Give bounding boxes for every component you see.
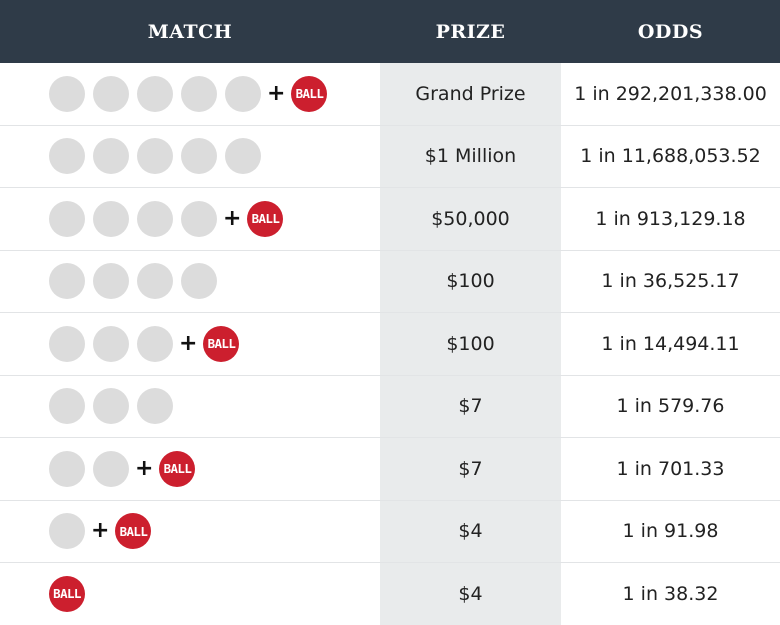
white-ball-icon <box>49 325 85 362</box>
white-ball-icon <box>49 513 85 550</box>
bonus-ball-icon: BALL <box>49 575 85 612</box>
white-ball-icon <box>49 263 85 300</box>
match-cell: + BALL <box>0 187 380 250</box>
match-combination: + BALL <box>0 513 380 550</box>
table-row: + BALL $100 1 in 14,494.11 <box>0 312 780 375</box>
plus-sign: + <box>135 455 154 481</box>
white-ball-icon <box>93 138 129 175</box>
white-ball-icon <box>137 263 173 300</box>
white-ball-icon <box>93 450 129 487</box>
match-combination <box>0 263 380 300</box>
plus-sign: + <box>179 330 198 356</box>
white-ball-icon <box>137 388 173 425</box>
match-cell <box>0 249 380 313</box>
prize-cell: Grand Prize <box>380 63 561 125</box>
table-row: + BALL Grand Prize 1 in 292,201,338.00 <box>0 63 780 125</box>
table-body: + BALL Grand Prize 1 in 292,201,338.00 $1 Mi… <box>0 63 780 625</box>
white-ball-icon <box>181 263 217 300</box>
prize-cell: $7 <box>380 374 561 438</box>
match-cell <box>0 124 380 188</box>
table-row: BALL $4 1 in 38.32 <box>0 562 780 625</box>
match-cell: + BALL <box>0 499 380 563</box>
odds-column-header: ODDS <box>561 0 780 63</box>
odds-cell: 1 in 36,525.17 <box>561 249 780 313</box>
prize-cell: $100 <box>380 249 561 313</box>
white-ball-icon <box>49 138 85 175</box>
header-row: MATCH PRIZE ODDS <box>0 0 780 63</box>
odds-cell: 1 in 38.32 <box>561 562 780 625</box>
white-ball-icon <box>93 75 129 112</box>
odds-cell: 1 in 11,688,053.52 <box>561 124 780 188</box>
match-cell: + BALL <box>0 312 380 375</box>
prize-cell: $50,000 <box>380 187 561 250</box>
white-ball-icon <box>49 388 85 425</box>
odds-cell: 1 in 913,129.18 <box>561 187 780 250</box>
odds-cell: 1 in 292,201,338.00 <box>574 82 767 105</box>
white-ball-icon <box>93 325 129 362</box>
white-ball-icon <box>137 138 173 175</box>
match-combination <box>0 138 380 175</box>
plus-sign: + <box>223 205 242 231</box>
white-ball-icon <box>49 200 85 237</box>
table-row: + BALL $50,000 1 in 913,129.18 <box>0 187 780 250</box>
prize-column-header: PRIZE <box>380 0 561 63</box>
white-ball-icon <box>137 75 173 112</box>
prize-cell: $4 <box>380 562 561 625</box>
odds-cell: 1 in 701.33 <box>561 437 780 500</box>
white-ball-icon <box>181 200 217 237</box>
white-ball-icon <box>137 325 173 362</box>
odds-cell: 1 in 91.98 <box>561 499 780 563</box>
table-header: MATCH PRIZE ODDS <box>0 0 780 63</box>
prize-cell: $100 <box>380 312 561 375</box>
white-ball-icon <box>93 200 129 237</box>
white-ball-icon <box>93 388 129 425</box>
table-row: + BALL $7 1 in 701.33 <box>0 437 780 500</box>
bonus-ball-icon: BALL <box>203 325 240 362</box>
white-ball-icon <box>49 450 85 487</box>
white-ball-icon <box>93 263 129 300</box>
table-row: $1 Million 1 in 11,688,053.52 <box>0 124 780 188</box>
match-cell: + BALL <box>0 63 380 125</box>
plus-sign: + <box>267 80 286 106</box>
match-combination <box>0 388 380 425</box>
match-combination: + BALL <box>0 200 380 237</box>
plus-sign: + <box>91 518 110 544</box>
prize-cell: $7 <box>380 437 561 500</box>
match-combination: + BALL <box>0 450 380 487</box>
odds-cell: 1 in 14,494.11 <box>561 312 780 375</box>
match-cell: + BALL <box>0 437 380 500</box>
bonus-ball-icon: BALL <box>159 450 196 487</box>
match-column-header: MATCH <box>0 0 380 63</box>
match-cell <box>0 374 380 438</box>
table-row: $7 1 in 579.76 <box>0 374 780 438</box>
table-row: $100 1 in 36,525.17 <box>0 249 780 313</box>
bonus-ball-icon: BALL <box>115 513 152 550</box>
table-row: + BALL $4 1 in 91.98 <box>0 499 780 563</box>
match-combination: + BALL <box>0 75 380 112</box>
match-cell: BALL <box>0 562 380 625</box>
white-ball-icon <box>49 75 85 112</box>
white-ball-icon <box>137 200 173 237</box>
bonus-ball-icon: BALL <box>291 75 328 112</box>
match-combination: BALL <box>0 575 380 612</box>
prize-cell: $1 Million <box>380 124 561 188</box>
bonus-ball-icon: BALL <box>247 200 284 237</box>
odds-cell: 1 in 579.76 <box>561 374 780 438</box>
white-ball-icon <box>181 75 217 112</box>
white-ball-icon <box>225 138 261 175</box>
white-ball-icon <box>225 75 261 112</box>
white-ball-icon <box>181 138 217 175</box>
match-combination: + BALL <box>0 325 380 362</box>
prize-cell: $4 <box>380 499 561 563</box>
